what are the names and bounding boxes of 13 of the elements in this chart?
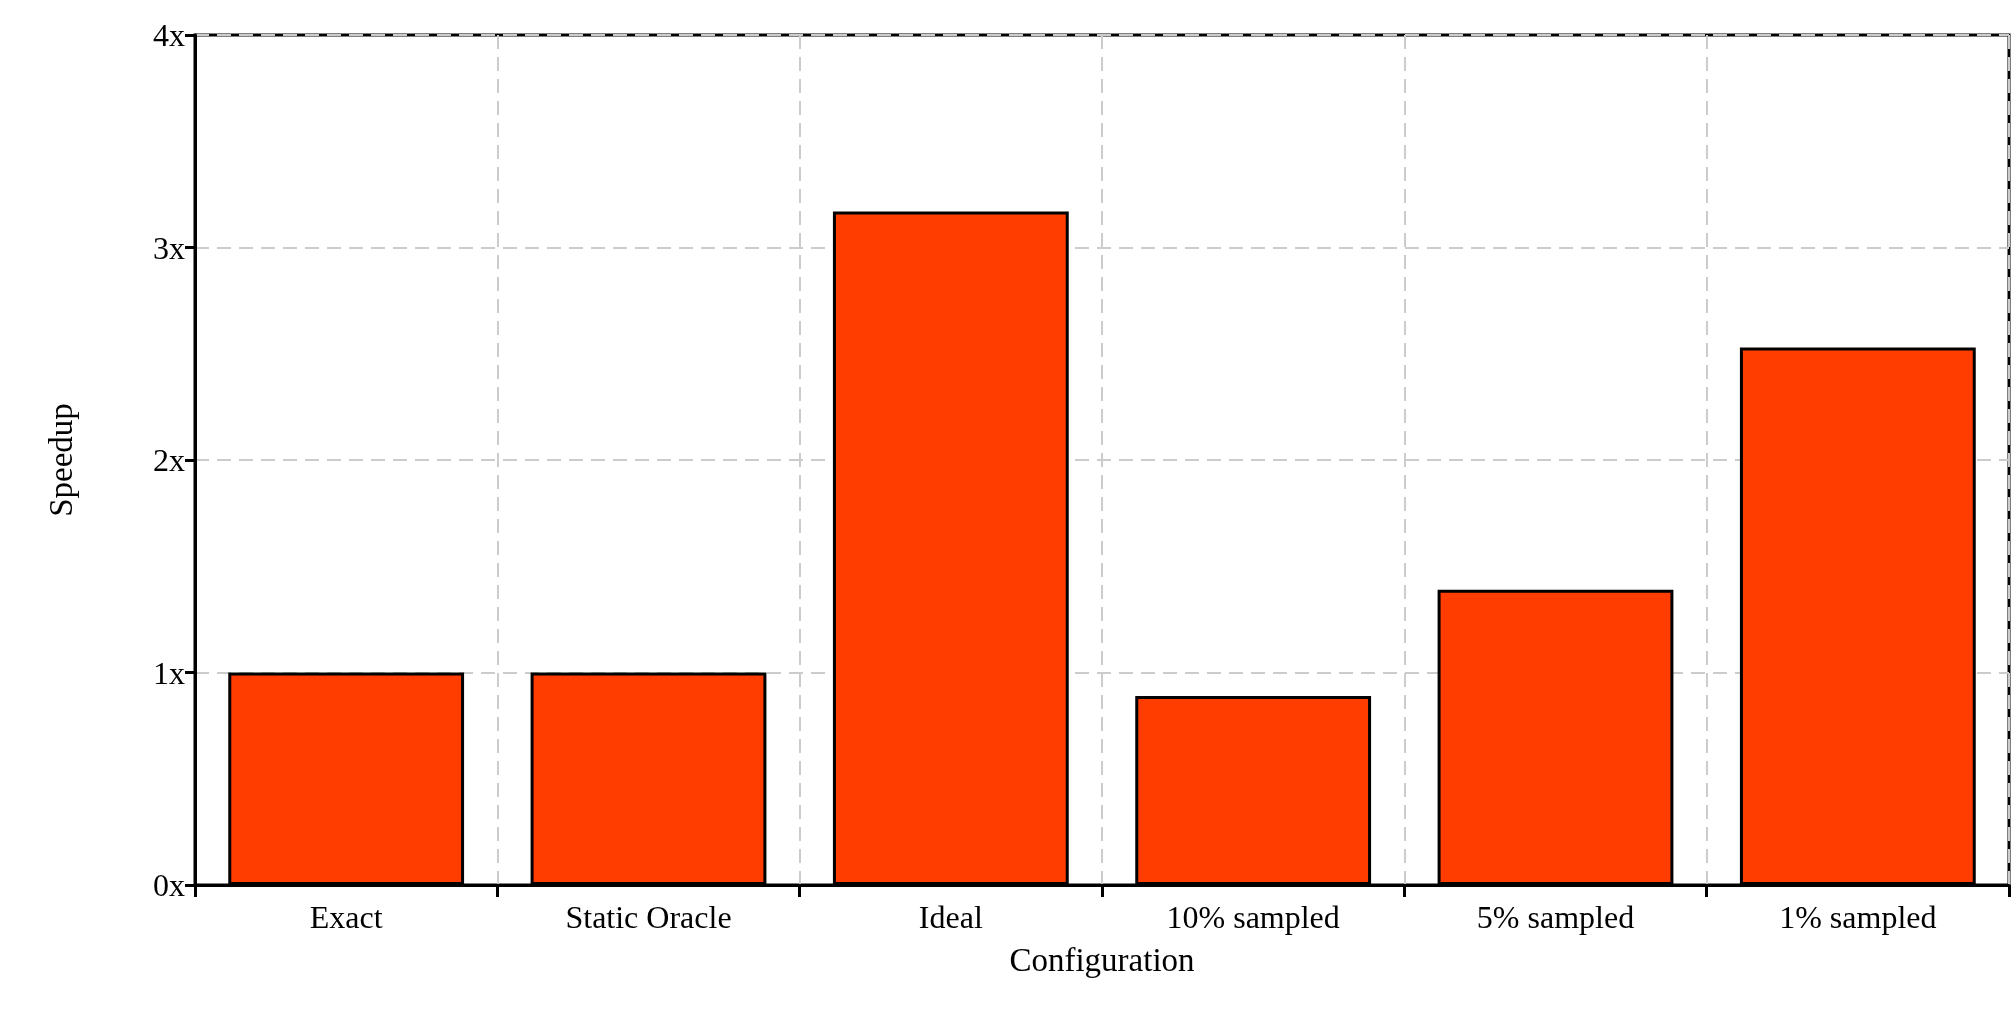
x-tick-label: Static Oracle	[565, 899, 732, 935]
y-tick-label: 1x	[153, 654, 185, 691]
x-tick-label: Exact	[309, 899, 383, 935]
x-tick-label: 1% sampled	[1779, 899, 1937, 935]
y-tick-label: 3x	[153, 229, 185, 266]
y-tick-label: 4x	[153, 17, 185, 53]
x-tick-label: 5% sampled	[1476, 899, 1635, 935]
y-tick-label: 2x	[153, 442, 185, 478]
x-tick-label: 10% sampled	[1166, 899, 1340, 935]
y-axis-title: Speedup	[42, 403, 79, 517]
x-axis-title: Configuration	[1009, 941, 1195, 978]
y-tick-label: 0x	[153, 867, 185, 903]
x-tick-label: Ideal	[918, 899, 983, 935]
